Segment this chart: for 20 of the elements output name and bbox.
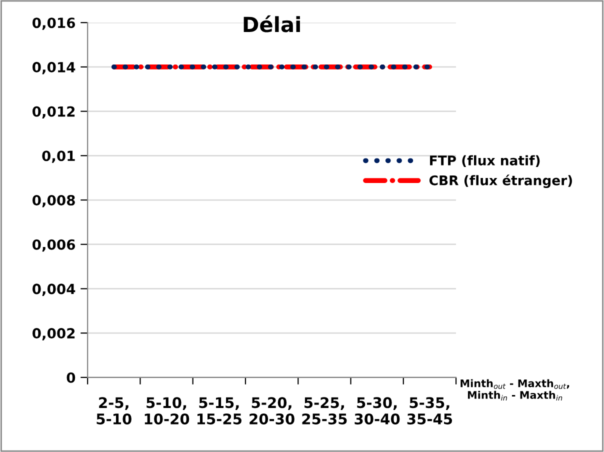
x-tick-label: 5-10, 10-20 [144, 397, 190, 424]
y-tick-label: 0 [66, 372, 76, 383]
y-tick-label: 0,008 [32, 194, 75, 208]
y-tick-label: 0,016 [32, 18, 76, 30]
y-tick-label: 0,01 [42, 150, 75, 163]
legend-label: FTP (flux natif) [430, 155, 540, 168]
y-tick-label: 0,002 [32, 328, 75, 340]
x-tick-label: 5-15, 15-25 [197, 397, 242, 424]
x-tick-label: 5-35, 35-45 [407, 397, 452, 424]
x-tick-label: 5-30, 30-40 [354, 397, 400, 424]
y-tick-label: 0,004 [32, 284, 76, 296]
x-tick-label: 5-25, 25-35 [302, 397, 347, 424]
x-tick-label: 2-5, 5-10 [96, 397, 132, 424]
y-tick-label: 0,012 [32, 106, 75, 119]
text: Minth$_{out}$ - Maxth$_{out}$, Minth$_{in}$ - Maxth$_{in}$ [460, 379, 570, 400]
chart-title: Délai [244, 15, 300, 32]
y-tick-label: 0,006 [32, 239, 76, 252]
x-tick-label: 5-20, 20-30 [250, 397, 294, 424]
y-tick-label: 0,014 [32, 62, 76, 74]
legend-label: CBR (flux étranger) [429, 174, 572, 188]
